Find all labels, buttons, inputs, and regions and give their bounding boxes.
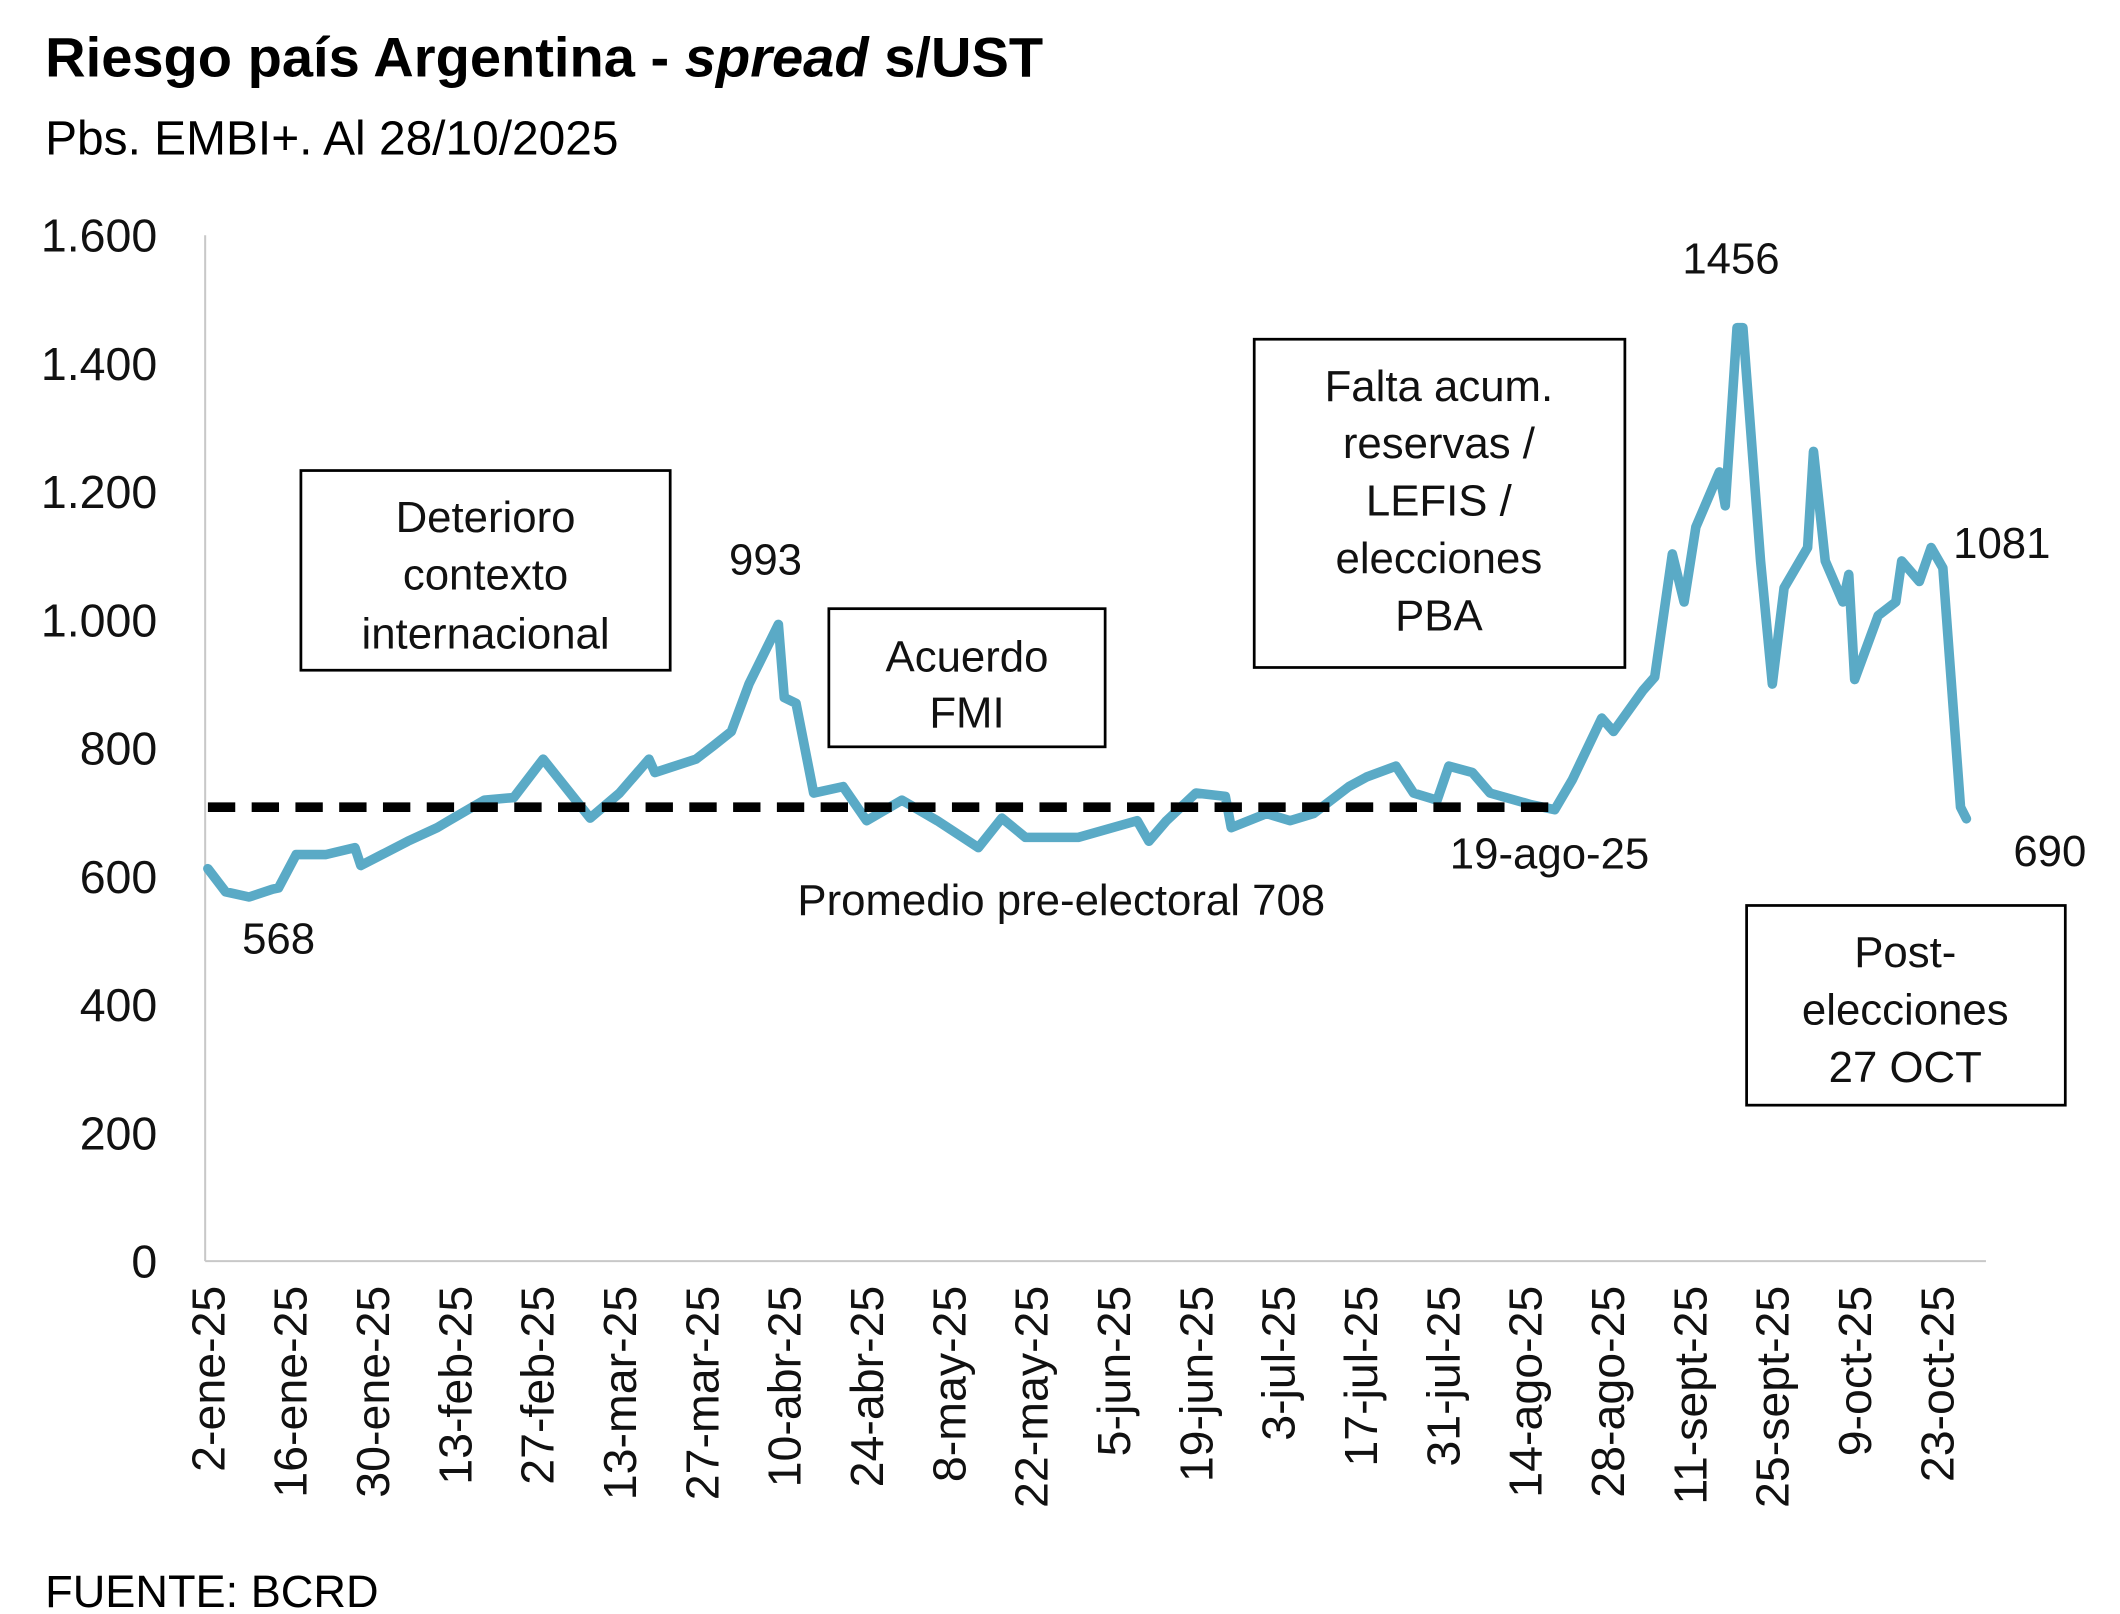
x-tick-label: 25-sept-25	[1747, 1286, 1799, 1508]
y-tick-label: 600	[80, 851, 158, 903]
x-tick-label: 27-mar-25	[676, 1286, 728, 1501]
svg-text:Falta acum.: Falta acum.	[1325, 362, 1554, 411]
x-tick-label: 10-abr-25	[759, 1286, 811, 1488]
data-label-993: 993	[729, 535, 802, 584]
svg-text:elecciones: elecciones	[1335, 534, 1542, 583]
data-label-568: 568	[242, 914, 315, 963]
svg-text:elecciones: elecciones	[1802, 985, 2009, 1034]
annotation-deterioro: Deterioro contexto internacional	[299, 469, 672, 672]
chart-title: Riesgo país Argentina - spread s/UST	[45, 26, 1043, 89]
x-tick-label: 28-ago-25	[1582, 1286, 1634, 1498]
svg-text:FMI: FMI	[929, 689, 1004, 738]
data-label-1081: 1081	[1953, 519, 2050, 568]
svg-text:Post-: Post-	[1854, 928, 1956, 977]
svg-text:LEFIS /: LEFIS /	[1366, 477, 1513, 526]
x-tick-label: 5-jun-25	[1088, 1286, 1140, 1457]
x-tick-label: 19-jun-25	[1170, 1286, 1222, 1482]
data-label-1456: 1456	[1682, 235, 1779, 284]
series-line	[203, 322, 1972, 902]
y-tick-label: 400	[80, 979, 158, 1031]
y-tick-label: 1.000	[41, 594, 157, 646]
x-tick-label: 13-mar-25	[594, 1286, 646, 1501]
x-tick-label: 8-may-25	[923, 1286, 975, 1482]
x-tick-label: 22-may-25	[1006, 1286, 1058, 1508]
x-tick-label: 27-feb-25	[512, 1286, 564, 1485]
svg-text:internacional: internacional	[362, 609, 610, 658]
x-tick-label: 17-jul-25	[1335, 1286, 1387, 1467]
x-tick-label: 31-jul-25	[1417, 1286, 1469, 1467]
source-note: FUENTE: BCRD	[45, 1566, 378, 1614]
svg-text:Deterioro: Deterioro	[396, 493, 576, 542]
svg-text:reservas /: reservas /	[1343, 419, 1536, 468]
x-tick-label: 13-feb-25	[429, 1286, 481, 1485]
x-tick-label: 30-ene-25	[347, 1286, 399, 1498]
svg-text:27 OCT: 27 OCT	[1829, 1043, 1982, 1092]
svg-text:contexto: contexto	[403, 551, 568, 600]
x-tick-label: 11-sept-25	[1664, 1286, 1716, 1505]
annotation-acuerdo-fmi: Acuerdo FMI	[827, 607, 1107, 749]
y-tick-label: 200	[80, 1107, 158, 1159]
svg-text:PBA: PBA	[1395, 592, 1483, 641]
svg-text:Acuerdo: Acuerdo	[886, 633, 1049, 682]
x-tick-label: 9-oct-25	[1829, 1286, 1881, 1457]
x-tick-label: 23-oct-25	[1911, 1286, 1963, 1482]
x-tick-label: 3-jul-25	[1253, 1286, 1305, 1441]
chart-subtitle: Pbs. EMBI+. Al 28/10/2025	[45, 113, 618, 166]
x-tick-label: 24-abr-25	[841, 1286, 893, 1488]
y-tick-label: 1.400	[41, 338, 157, 390]
x-tick-label: 2-ene-25	[182, 1286, 234, 1472]
annotation-falta-reservas: Falta acum. reservas / LEFIS / eleccione…	[1252, 337, 1627, 669]
annotation-post-elecciones: Post- elecciones 27 OCT	[1745, 904, 2067, 1107]
y-tick-label: 1.600	[41, 210, 157, 262]
x-tick-label: 14-ago-25	[1500, 1286, 1552, 1498]
y-tick-label: 0	[131, 1236, 157, 1288]
reference-line-label: Promedio pre-electoral 708	[797, 876, 1325, 925]
y-tick-label: 1.200	[41, 466, 157, 518]
y-tick-label: 800	[80, 723, 158, 775]
data-label-690: 690	[2013, 827, 2086, 876]
reference-end-date-label: 19-ago-25	[1450, 830, 1649, 879]
x-tick-label: 16-ene-25	[265, 1286, 317, 1498]
